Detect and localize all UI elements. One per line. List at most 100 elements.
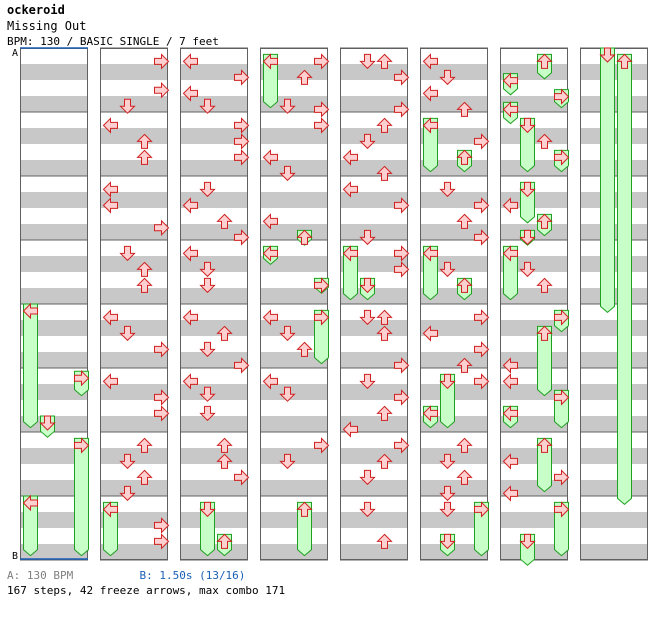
beat-band xyxy=(100,384,168,400)
step-arrow-left xyxy=(422,325,438,342)
step-arrow-right xyxy=(394,261,410,278)
beat-band xyxy=(180,320,248,336)
beat-band xyxy=(180,128,248,144)
freeze-arrow-left xyxy=(503,245,518,301)
beat-band xyxy=(580,384,648,400)
freeze-arrow-down xyxy=(600,47,615,314)
freeze-arrow-right xyxy=(314,309,329,365)
step-arrow-left xyxy=(182,373,198,390)
step-arrow-down xyxy=(359,309,376,326)
beat-band xyxy=(20,160,88,176)
step-arrow-left xyxy=(422,405,438,422)
step-arrow-up xyxy=(296,229,313,245)
step-arrow-left xyxy=(502,405,518,422)
step-arrow-down xyxy=(199,98,216,114)
beat-band xyxy=(420,544,488,560)
step-arrow-up xyxy=(376,325,393,341)
step-arrow-down xyxy=(519,533,536,550)
beat-band xyxy=(100,352,168,368)
step-arrow-up xyxy=(136,149,153,165)
step-arrow-right xyxy=(154,389,170,406)
step-arrow-up xyxy=(216,453,233,469)
step-arrow-up xyxy=(136,277,153,293)
step-arrow-left xyxy=(502,357,518,374)
end-marker-label: B xyxy=(12,551,19,562)
step-arrow-down xyxy=(359,373,376,390)
freeze-arrow-up xyxy=(537,325,552,397)
step-arrow-down xyxy=(199,277,216,294)
step-arrow-left xyxy=(182,245,198,262)
step-arrow-down xyxy=(119,453,136,470)
step-arrow-up xyxy=(296,69,313,85)
beat-band xyxy=(260,416,328,432)
beat-band xyxy=(420,96,488,112)
step-arrow-down xyxy=(359,133,376,150)
beat-band xyxy=(420,192,488,208)
step-arrow-right xyxy=(394,357,410,374)
step-arrow-right xyxy=(394,69,410,86)
beat-band xyxy=(260,320,328,336)
beat-band xyxy=(20,96,88,112)
beat-band xyxy=(420,352,488,368)
step-arrow-right xyxy=(154,219,170,237)
step-arrow-down xyxy=(119,245,136,262)
step-arrow-down xyxy=(519,229,536,246)
beat-band xyxy=(100,480,168,496)
step-arrow-right xyxy=(314,309,330,326)
beat-band xyxy=(260,384,328,400)
step-arrow-up xyxy=(296,341,313,357)
step-arrow-left xyxy=(182,197,198,214)
step-arrow-down xyxy=(199,386,216,402)
step-arrow-left xyxy=(502,197,518,214)
beat-band xyxy=(100,320,168,336)
step-arrow-down xyxy=(199,501,216,518)
step-arrow-right xyxy=(474,373,490,390)
step-arrow-down xyxy=(439,373,456,390)
beat-band xyxy=(500,512,568,528)
step-arrow-up xyxy=(456,213,473,229)
step-arrow-left xyxy=(22,302,38,320)
beat-band xyxy=(420,224,488,240)
step-arrow-up xyxy=(456,469,473,485)
step-arrow-up xyxy=(376,533,393,549)
step-arrow-left xyxy=(182,53,198,70)
freeze-arrow-down xyxy=(200,501,215,557)
step-chart xyxy=(20,47,648,566)
beat-band xyxy=(180,256,248,272)
step-arrow-left xyxy=(262,309,278,326)
beat-band xyxy=(180,96,248,112)
step-arrow-down xyxy=(39,415,56,431)
beat-band xyxy=(100,128,168,144)
beat-band xyxy=(20,224,88,240)
step-arrow-right xyxy=(554,389,570,406)
step-arrow-up xyxy=(536,325,553,341)
step-arrow-right xyxy=(474,501,490,518)
beat-band xyxy=(500,160,568,176)
beat-band xyxy=(420,512,488,528)
step-arrow-down xyxy=(279,165,296,182)
beat-band xyxy=(580,480,648,496)
beat-band xyxy=(260,192,328,208)
freeze-arrow-left xyxy=(423,245,438,301)
freeze-arrow-left xyxy=(103,501,118,557)
beat-band xyxy=(580,320,648,336)
step-arrow-left xyxy=(262,245,278,262)
freeze-arrow-right xyxy=(74,437,89,557)
beat-band xyxy=(340,448,408,464)
beat-band xyxy=(180,160,248,176)
beat-band xyxy=(340,128,408,144)
beat-band xyxy=(580,544,648,560)
beat-band xyxy=(260,544,328,560)
step-arrow-up xyxy=(456,149,473,165)
step-arrow-left xyxy=(102,309,118,326)
step-arrow-right xyxy=(234,149,250,166)
step-arrow-right xyxy=(394,101,410,118)
beat-band xyxy=(340,64,408,80)
step-arrow-right xyxy=(234,229,250,246)
step-arrow-up xyxy=(456,277,473,293)
step-arrow-left xyxy=(422,85,438,102)
beat-band xyxy=(100,224,168,240)
freeze-arrow-left xyxy=(423,117,438,173)
step-arrow-up xyxy=(376,117,393,133)
step-arrow-up xyxy=(536,213,553,229)
